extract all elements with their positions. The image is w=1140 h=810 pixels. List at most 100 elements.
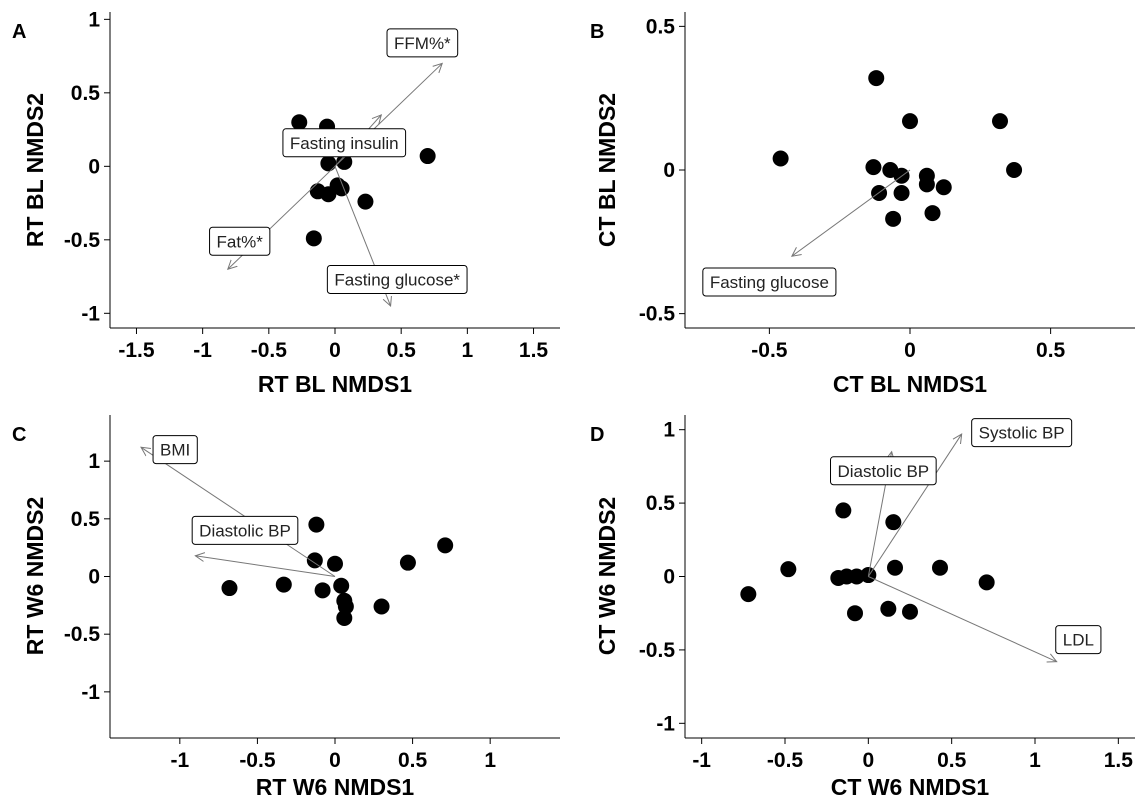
data-point [885,514,902,531]
y-tick-label: -0.5 [639,639,676,662]
y-tick-label: -0.5 [64,229,101,252]
data-point [887,559,903,576]
data-point [399,554,416,571]
vector-arrow [867,434,961,577]
data-point [780,561,797,578]
vector-label-box [209,226,271,256]
panel-letter: A [12,21,26,43]
x-tick-label: -0.5 [767,749,804,772]
data-point [221,580,238,597]
data-point [924,205,941,222]
vector-label-box [282,128,407,158]
data-point [291,114,308,131]
data-point [893,184,910,201]
vector-label: Fasting glucose* [334,270,460,289]
vector-label: FFM%* [394,34,451,53]
data-point [885,210,902,227]
data-point [865,159,882,176]
y-axis-title: RT W6 NMDS2 [22,497,48,655]
panel-letter: D [590,424,604,446]
y-tick-label: 0.5 [646,492,676,515]
vector-arrow [792,169,911,256]
vector-label: Fasting insulin [290,134,399,153]
panel-c: C 1 0.5 0 -0.5 -1 -1 -0.5 0 0.5 1 RT W6 NMDS1 RT W6 … [12,415,560,800]
y-tick-label: 1 [663,419,675,442]
data-point [918,176,935,193]
data-point [902,603,918,620]
x-tick-label: -1.5 [118,339,155,362]
data-point [275,576,292,593]
y-tick-label: -0.5 [64,623,101,646]
data-point [437,537,454,554]
data-point [336,153,353,170]
vector-label-box [386,28,459,58]
data-point [419,148,436,165]
vector-label-box [830,456,937,486]
x-tick-label: -0.5 [751,339,788,362]
data-point [835,502,852,519]
vector-label-box [1055,625,1102,655]
y-tick-label: 0 [663,566,675,589]
panel-letter: C [12,424,26,446]
x-tick-label: 1 [484,749,496,772]
x-tick-label: 1.5 [519,339,549,362]
x-tick-label: -0.5 [239,749,276,772]
x-tick-label: 1.5 [1104,749,1134,772]
x-tick-label: -1 [692,749,711,772]
data-point [305,230,322,247]
vector-label: BMI [160,441,190,460]
x-axis-title: RT W6 NMDS1 [256,774,415,800]
vector-label-box [191,515,299,545]
data-point [992,113,1008,130]
vector-label-box [152,435,198,465]
x-tick-label: 0 [904,339,916,362]
vector-label: Systolic BP [979,424,1065,443]
data-point [306,552,323,569]
data-point [336,610,353,627]
panel-b: B 0.5 0 -0.5 -0.5 0 0.5 CT BL NMDS1 CT BL NMDS2 F… [590,12,1135,397]
y-tick-label: 1 [88,8,100,31]
data-point [847,605,863,622]
vector-label: Diastolic BP [199,521,291,540]
x-tick-label: 0 [862,749,874,772]
vector-label: LDL [1063,631,1094,650]
data-point [772,150,789,167]
panel-letter: B [590,21,604,43]
x-tick-label: 1 [462,339,474,362]
vector-arrow [195,556,336,577]
data-point [902,113,918,130]
vector-label: Fasting glucose [710,273,829,292]
data-point [320,155,337,172]
panel-d: D 1 0.5 0 -0.5 -1 -1 -0.5 0 0.5 1 1.5 CT W6 NMDS1 CT … [590,415,1135,800]
data-point [308,516,325,533]
data-point [327,555,343,572]
y-tick-label: 0.5 [646,15,676,38]
y-axis-title: RT BL NMDS2 [22,93,48,247]
y-axis-title: CT W6 NMDS2 [594,497,620,655]
data-point [880,600,897,617]
data-point [373,598,390,615]
x-tick-label: 0.5 [937,749,967,772]
vector-label: Diastolic BP [838,462,930,481]
data-point [978,574,995,591]
data-point [740,586,757,603]
x-tick-label: 0 [329,749,341,772]
data-point [868,70,885,87]
data-point [935,179,952,196]
x-tick-label: -1 [170,749,189,772]
data-point [1006,162,1023,178]
y-tick-label: -1 [656,712,675,735]
x-axis-title: RT BL NMDS1 [258,371,412,397]
x-tick-label: 0.5 [398,749,428,772]
x-tick-label: 0.5 [1036,339,1066,362]
x-axis-title: CT W6 NMDS1 [831,774,990,800]
x-tick-label: 0.5 [387,339,417,362]
vector-label-box [702,267,837,297]
x-axis-title: CT BL NMDS1 [833,371,987,397]
y-tick-label: 1 [88,450,100,473]
y-tick-label: 0 [88,155,100,178]
y-tick-label: 0 [88,566,100,589]
y-tick-label: 0.5 [71,82,101,105]
